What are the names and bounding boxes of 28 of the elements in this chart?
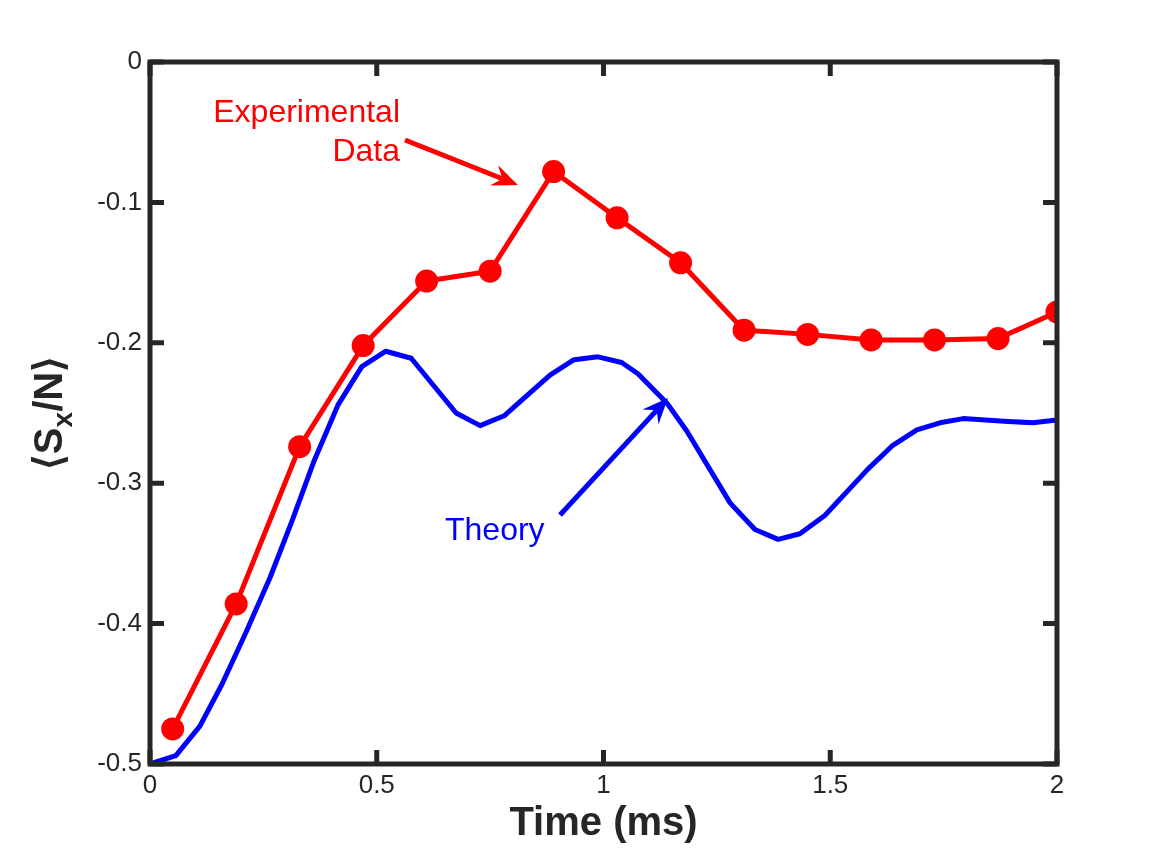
y-axis-title: ⟨Sx/N⟩ bbox=[26, 355, 78, 471]
y-tick-label: -0.5 bbox=[97, 747, 142, 778]
point bbox=[351, 334, 375, 358]
point bbox=[923, 328, 947, 352]
y-tick-label: 0 bbox=[127, 45, 142, 76]
point bbox=[796, 322, 820, 346]
point bbox=[542, 160, 566, 184]
annotation: Theory bbox=[445, 511, 545, 547]
y-tick-label: -0.3 bbox=[97, 466, 142, 497]
point bbox=[288, 435, 312, 459]
point bbox=[859, 328, 883, 352]
point bbox=[224, 592, 248, 616]
point bbox=[478, 259, 502, 283]
point bbox=[415, 269, 439, 293]
x-axis-title: Time (ms) bbox=[509, 799, 698, 844]
point bbox=[161, 717, 185, 741]
y-tick-label: -0.1 bbox=[97, 185, 142, 216]
x-tick-label: 0.5 bbox=[358, 768, 395, 799]
point bbox=[732, 318, 756, 342]
annotation: Experimental Data bbox=[213, 93, 401, 168]
x-tick-label: 2 bbox=[1049, 768, 1065, 799]
point bbox=[986, 327, 1010, 351]
x-tick-label: 1.5 bbox=[812, 768, 849, 799]
y-tick-label: -0.4 bbox=[97, 606, 142, 637]
y-tick-label: -0.2 bbox=[97, 325, 142, 356]
x-tick-label: 1 bbox=[596, 768, 611, 799]
point bbox=[605, 206, 629, 230]
point bbox=[669, 251, 693, 275]
